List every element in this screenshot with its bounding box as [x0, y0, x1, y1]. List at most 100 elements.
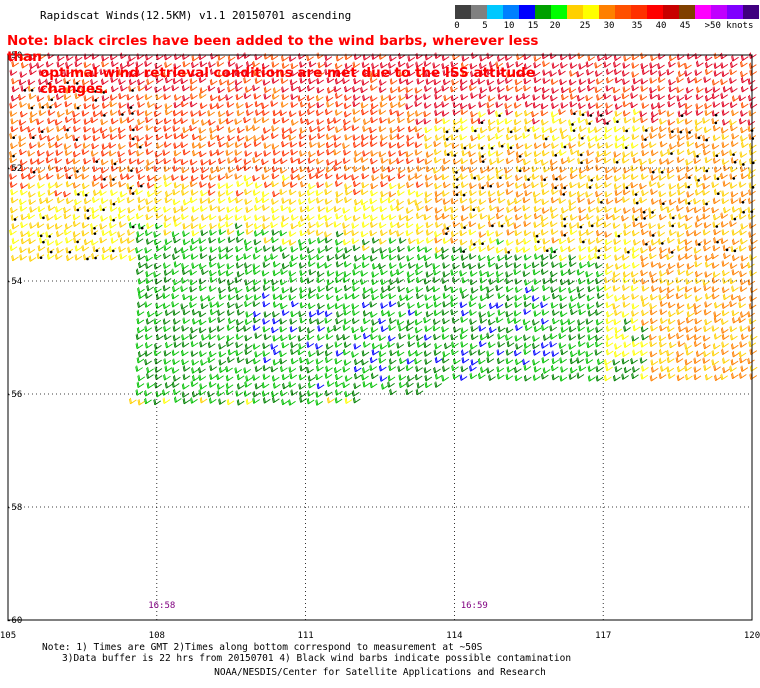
wind-barb: [380, 229, 388, 237]
wind-barb-shaft: [209, 127, 217, 134]
wind-barb-shaft: [516, 156, 524, 164]
wind-barb-shaft: [505, 239, 514, 246]
wind-barb-shaft: [613, 151, 622, 158]
wind-barb-shaft: [631, 252, 640, 259]
wind-barb: [81, 245, 90, 252]
wind-barb-shaft: [172, 215, 181, 222]
wind-barb-shaft: [424, 126, 433, 134]
wind-barb-shaft: [56, 111, 65, 118]
wind-barb-shaft: [434, 252, 443, 260]
wind-barb: [686, 148, 695, 156]
wind-barb: [270, 221, 278, 229]
legend-swatch: [455, 5, 471, 19]
wind-barb: [630, 92, 638, 99]
wind-barb: [676, 231, 685, 238]
wind-barb: [632, 116, 641, 124]
wind-barb-shaft: [281, 252, 290, 259]
wind-barb-shaft: [658, 125, 667, 133]
wind-barb-shaft: [261, 109, 270, 116]
wind-barb: [442, 237, 451, 244]
wind-barb-shaft: [164, 238, 173, 246]
wind-barb-shaft: [118, 206, 126, 214]
wind-barb-shaft: [479, 126, 488, 134]
wind-barb-shaft: [342, 222, 350, 229]
wind-barb-shaft: [45, 156, 54, 164]
wind-barb: [550, 78, 559, 85]
wind-barb: [450, 269, 459, 276]
contamination-dot: [562, 193, 566, 196]
wind-barb-shaft: [72, 213, 81, 221]
wind-barb-shaft: [45, 173, 54, 180]
wind-barb: [47, 204, 56, 212]
wind-barb: [720, 78, 728, 86]
wind-barb-shaft: [72, 117, 81, 125]
wind-barb-shaft: [721, 158, 730, 165]
wind-barb: [335, 213, 343, 220]
contamination-dot: [705, 138, 708, 142]
contamination-dot: [39, 256, 43, 259]
wind-barb: [27, 173, 36, 180]
wind-barb: [128, 254, 137, 262]
wind-barb-shaft: [711, 262, 720, 269]
contamination-dot: [714, 121, 718, 125]
wind-barb: [613, 61, 621, 68]
wind-barb: [685, 230, 694, 237]
wind-barb: [603, 221, 612, 228]
wind-barb: [504, 102, 512, 110]
wind-barb-shaft: [216, 102, 224, 110]
legend-swatch: [711, 5, 727, 19]
wind-barb: [65, 237, 73, 244]
wind-barb-shaft: [514, 214, 523, 221]
wind-barb: [711, 92, 720, 100]
wind-barb-shaft: [695, 93, 704, 101]
wind-barb: [659, 246, 667, 254]
wind-barb-shaft: [558, 197, 566, 204]
wind-barb-shaft: [335, 100, 343, 108]
wind-barb: [173, 101, 182, 109]
wind-barb: [244, 150, 253, 157]
wind-barb-shaft: [335, 213, 343, 220]
wind-barb-shaft: [262, 261, 271, 268]
wind-barb: [523, 262, 532, 270]
wind-barb: [459, 134, 467, 141]
wind-barb: [558, 237, 567, 245]
wind-barb: [378, 108, 387, 115]
wind-barb: [523, 254, 532, 261]
wind-barb: [127, 214, 135, 222]
wind-barb: [379, 247, 387, 254]
wind-barb-shaft: [343, 229, 352, 236]
wind-barb: [362, 213, 371, 220]
wind-barb-shaft: [623, 238, 632, 246]
wind-barb: [434, 125, 442, 132]
wind-barb-shaft: [749, 269, 757, 277]
wind-barb: [47, 135, 55, 142]
wind-barb-shaft: [531, 165, 540, 173]
wind-barb-shaft: [639, 158, 647, 166]
wind-barb: [316, 101, 325, 109]
wind-barb: [108, 229, 117, 237]
wind-barb: [54, 190, 63, 197]
wind-barb-shaft: [306, 189, 315, 196]
contamination-dot: [131, 225, 135, 229]
wind-barb: [621, 157, 630, 164]
wind-barb: [478, 111, 486, 118]
wind-barb-shaft: [441, 101, 449, 108]
wind-barb: [173, 63, 182, 70]
wind-barb-shaft: [533, 212, 542, 220]
wind-barb-shaft: [315, 229, 324, 237]
wind-barb: [326, 148, 334, 156]
contamination-dot: [697, 243, 701, 246]
wind-barb-shaft: [614, 103, 623, 110]
wind-barb-shaft: [173, 247, 182, 254]
wind-barb: [369, 221, 378, 228]
wind-barb-shaft: [676, 140, 685, 148]
wind-barb-shaft: [569, 62, 578, 69]
wind-barb: [225, 269, 234, 277]
wind-barb: [45, 173, 54, 180]
wind-barb: [74, 198, 82, 206]
wind-barb: [83, 61, 92, 69]
contamination-dot: [741, 200, 745, 204]
wind-barb-shaft: [414, 100, 422, 107]
wind-barb-shaft: [649, 68, 658, 76]
wind-barb-shaft: [470, 110, 478, 118]
